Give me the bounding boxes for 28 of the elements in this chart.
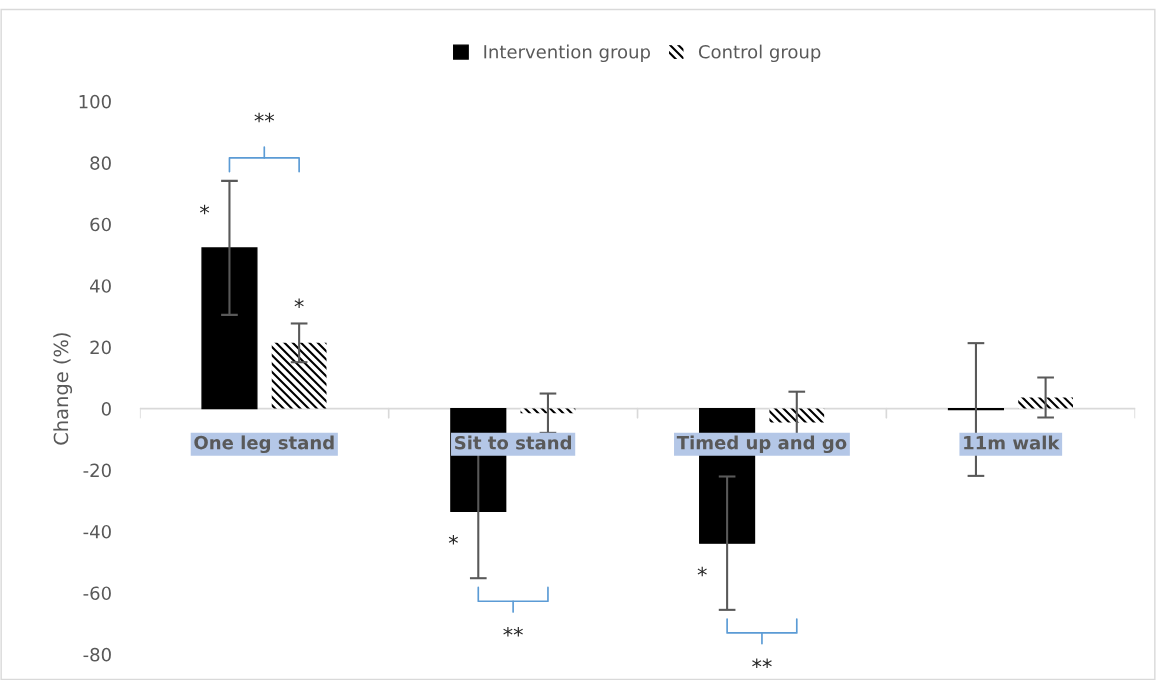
annotation: **: [254, 112, 275, 123]
legend-label: Intervention group: [484, 44, 650, 63]
x-tick-label: 11m walk: [964, 435, 1060, 450]
annotation: *: [448, 535, 458, 545]
x-tick-label: Timed up and go: [676, 435, 847, 454]
annotation: **: [503, 626, 523, 637]
annotation: *: [697, 566, 707, 577]
annotation: **: [752, 658, 772, 669]
y-tick-label: 40: [90, 279, 111, 293]
y-tick-label: 100: [79, 94, 111, 109]
annotation: *: [199, 204, 210, 215]
y-axis-title: Change (%): [53, 333, 73, 445]
y-tick-label: -20: [83, 463, 111, 478]
legend-label: Control group: [698, 44, 821, 63]
bar: [201, 247, 258, 410]
bar: [1018, 397, 1073, 409]
x-tick-label: One leg stand: [194, 435, 334, 454]
annotation: *: [294, 298, 304, 308]
y-tick-label: 0: [101, 402, 111, 416]
y-tick-label: -80: [83, 647, 111, 662]
bar: [271, 342, 327, 409]
y-tick-label: 80: [90, 156, 111, 170]
x-tick-label: Sit to stand: [455, 435, 571, 450]
y-tick-label: 20: [90, 340, 111, 355]
bar: [769, 408, 825, 423]
y-tick-label: -60: [83, 586, 111, 601]
y-tick-label: -40: [83, 524, 111, 539]
y-tick-label: 60: [90, 217, 111, 232]
